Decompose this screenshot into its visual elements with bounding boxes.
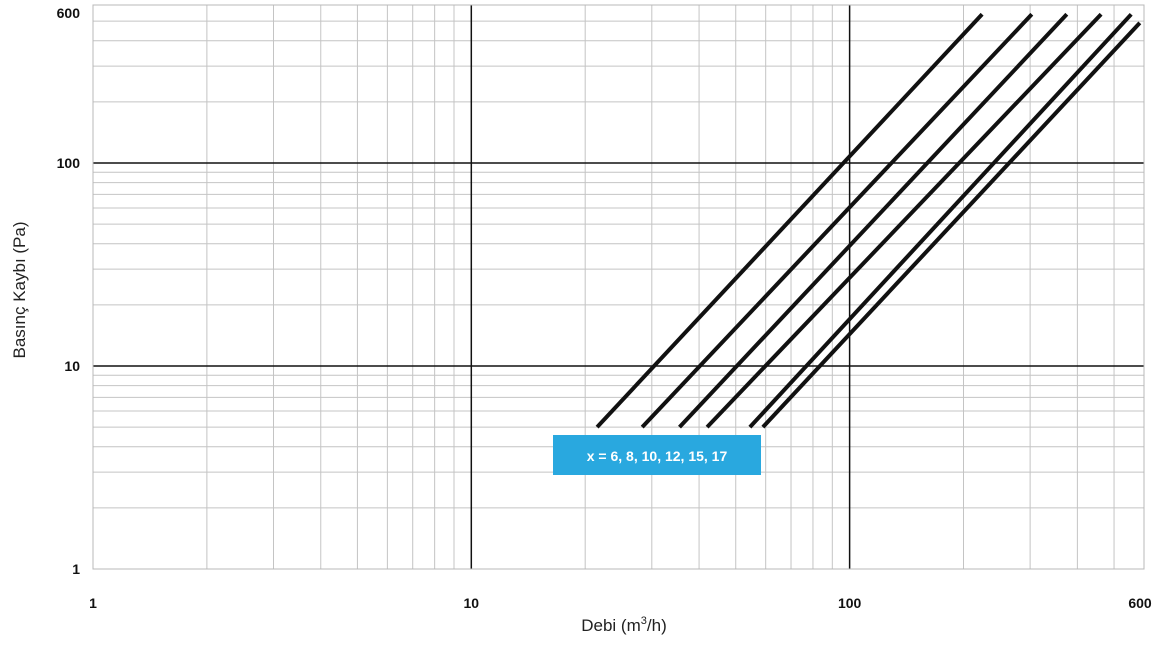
grid-major <box>93 5 1144 570</box>
series-line-2 <box>640 12 1034 429</box>
x-axis-title-superscript: 3 <box>641 615 647 627</box>
annotation-background <box>553 435 761 475</box>
series-line-4 <box>705 12 1103 429</box>
plot-frame <box>92 4 1145 570</box>
annotation-label: x = 6, 8, 10, 12, 15, 17 <box>587 448 728 464</box>
x-tick-label: 600 <box>1128 595 1152 611</box>
y-tick-label: 100 <box>57 155 81 171</box>
series-line-3 <box>678 12 1069 429</box>
x-axis-title-end: /h) <box>647 616 667 635</box>
y-axis-title: Basınç Kaybı (Pa) <box>10 221 29 358</box>
x-tick-label: 100 <box>838 595 862 611</box>
y-tick-labels: 1 10 100 600 <box>57 5 81 577</box>
x-tick-label: 10 <box>464 595 480 611</box>
series-line-6 <box>761 21 1142 429</box>
x-tick-labels: 1 10 100 600 <box>89 595 1152 611</box>
series-line-1 <box>595 12 984 429</box>
annotation-box: x = 6, 8, 10, 12, 15, 17 <box>553 435 761 475</box>
x-axis-title-main: Debi (m <box>581 616 641 635</box>
y-tick-label: 600 <box>57 5 81 21</box>
grid-minor <box>92 4 1145 570</box>
x-axis-title: Debi (m3/h) <box>581 615 666 635</box>
x-tick-label: 1 <box>89 595 97 611</box>
y-tick-label: 10 <box>64 358 80 374</box>
series-line-5 <box>748 12 1133 429</box>
y-tick-label: 1 <box>72 561 80 577</box>
series-lines <box>595 12 1142 429</box>
